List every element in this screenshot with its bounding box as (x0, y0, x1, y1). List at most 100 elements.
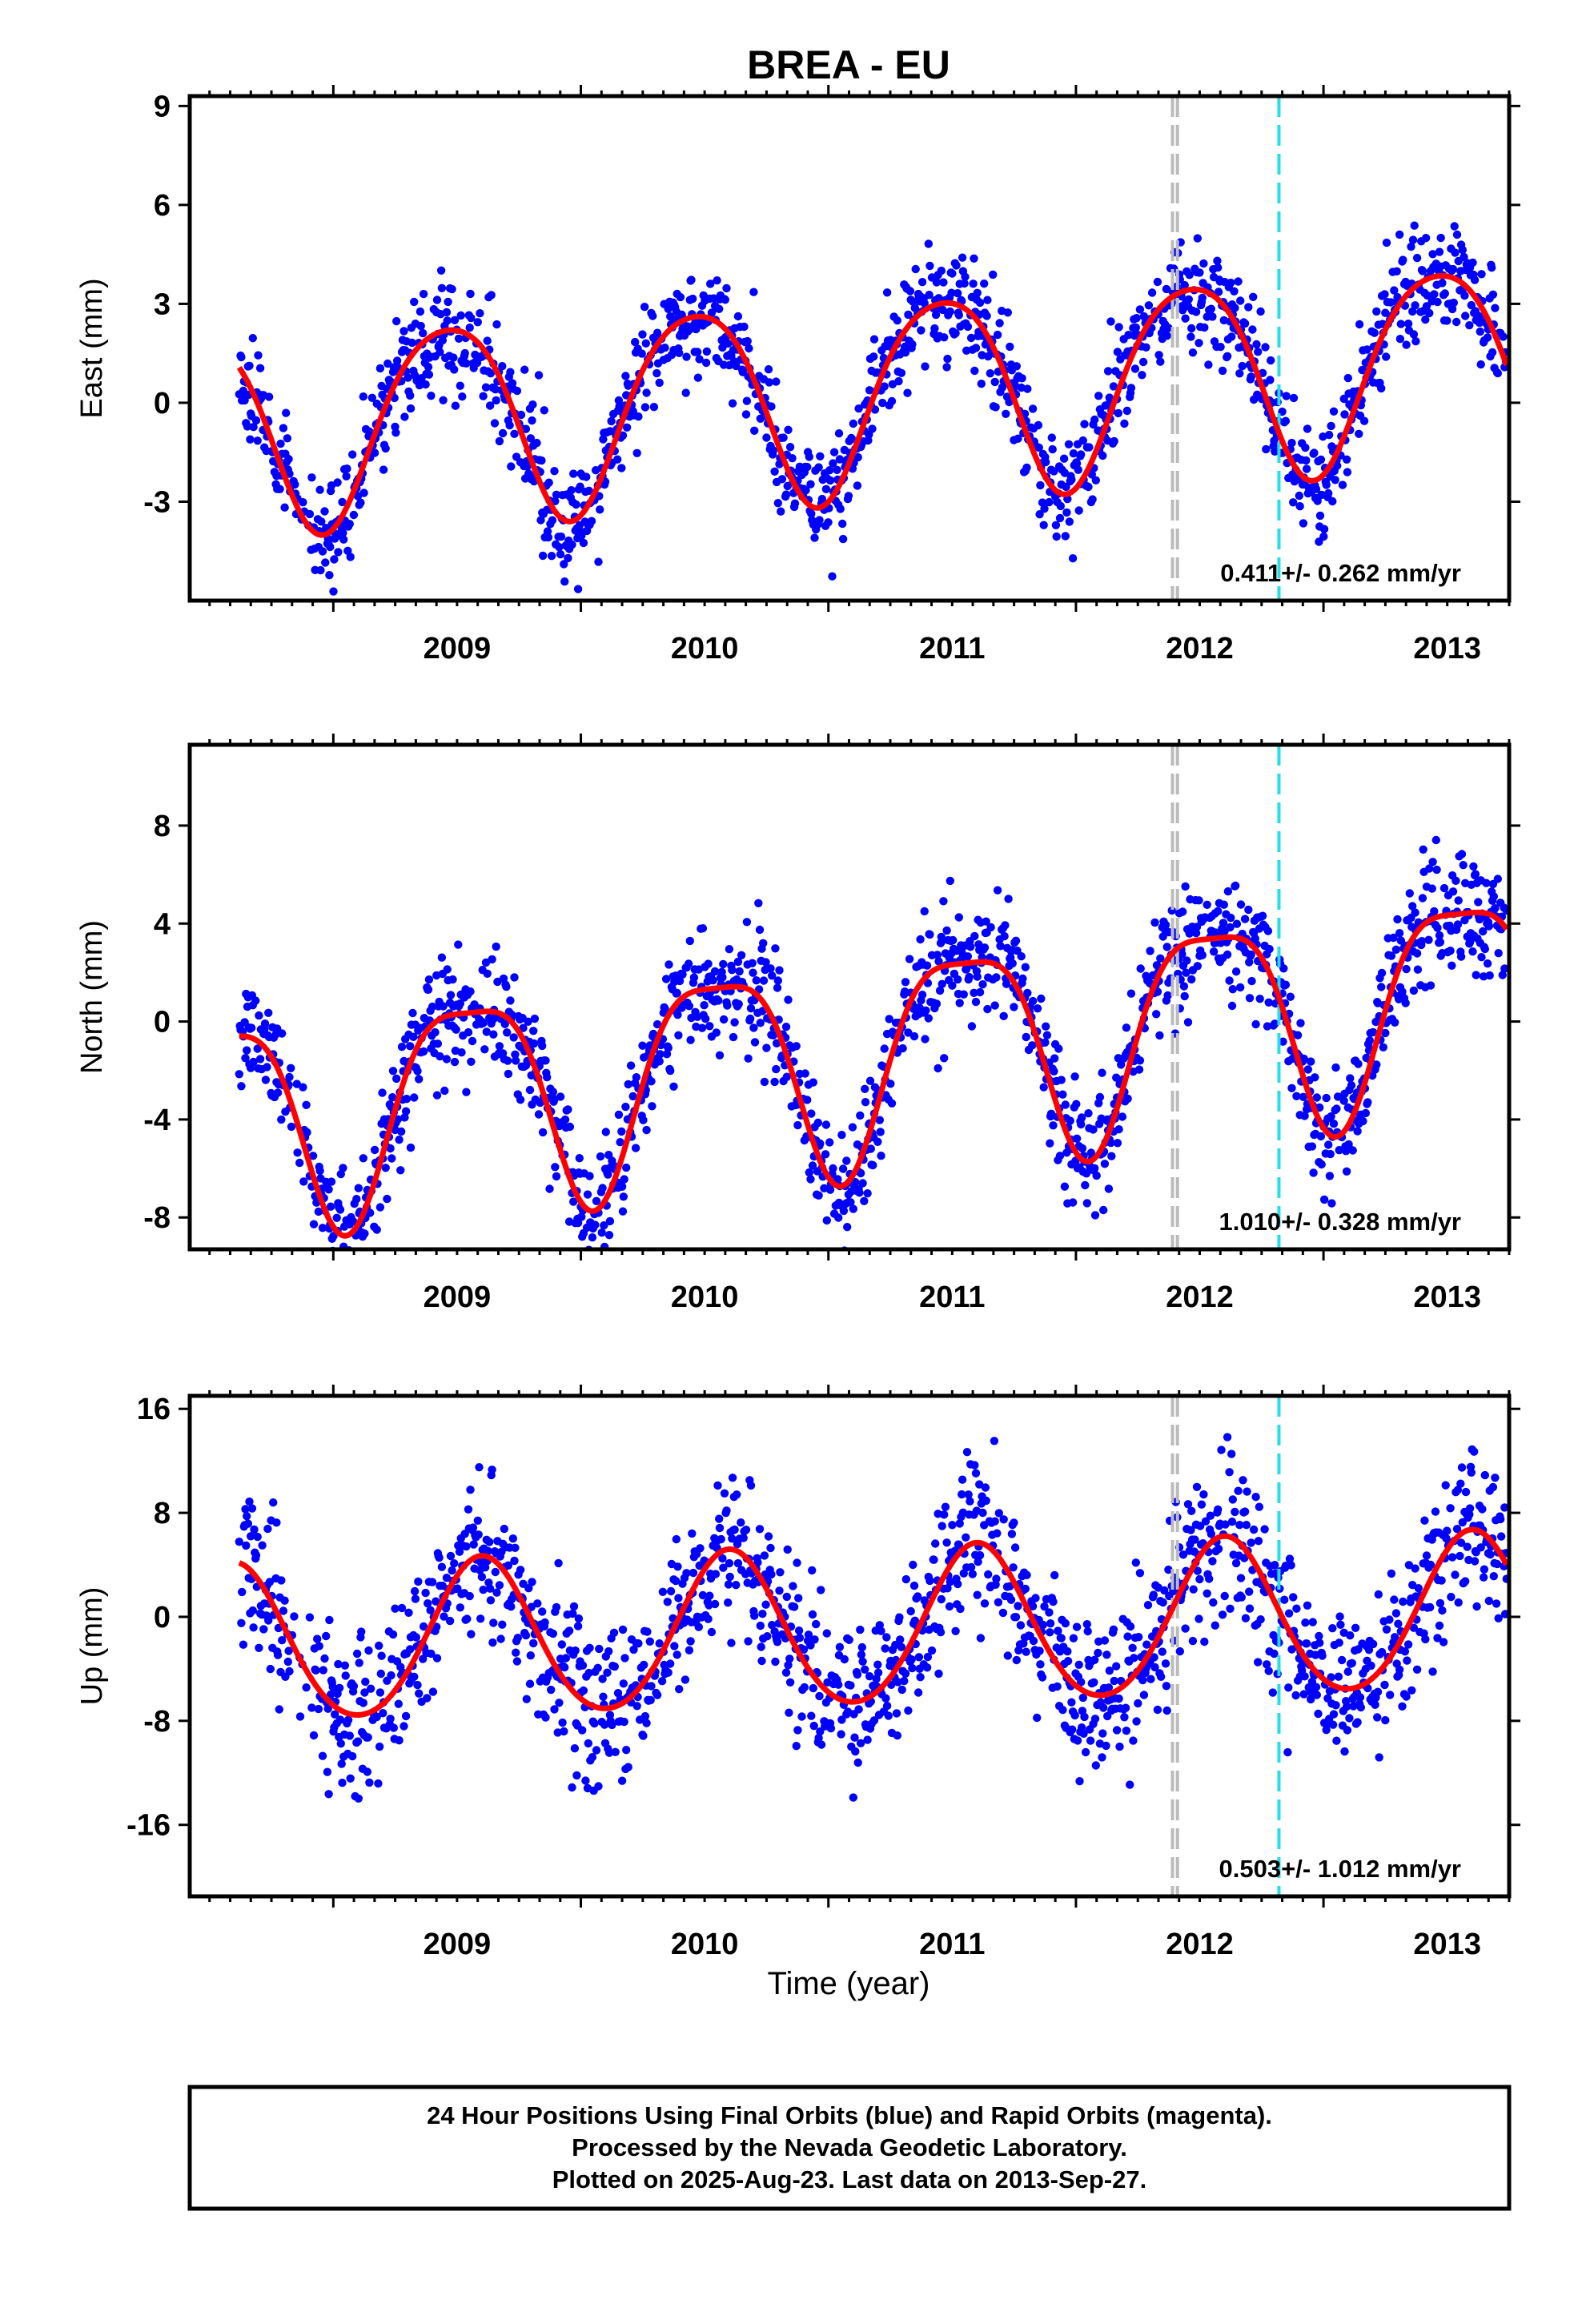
data-point (552, 1172, 561, 1181)
data-point (1121, 1703, 1130, 1712)
data-point (321, 558, 330, 567)
data-point (432, 1622, 441, 1631)
data-point (1098, 1068, 1106, 1077)
data-point (500, 1019, 509, 1029)
data-point (882, 288, 892, 297)
data-point (1207, 304, 1216, 313)
data-point (921, 1006, 930, 1015)
data-point (313, 1634, 322, 1643)
data-point (1377, 1647, 1387, 1657)
data-point (432, 1654, 442, 1663)
data-point (1218, 1610, 1227, 1619)
data-point (1322, 1093, 1331, 1103)
data-point (277, 1576, 286, 1585)
data-point (645, 1637, 654, 1646)
data-point (359, 1699, 367, 1707)
data-point (665, 960, 673, 969)
data-point (1095, 1092, 1105, 1102)
data-point (406, 391, 415, 400)
data-point (1391, 1633, 1399, 1642)
data-point (1303, 1065, 1313, 1074)
data-point (427, 1649, 436, 1659)
y-tick-label: -8 (143, 1201, 171, 1235)
data-point (345, 1731, 354, 1740)
data-point (705, 1591, 714, 1600)
data-point (880, 1044, 889, 1053)
data-point (1152, 1010, 1161, 1019)
data-point (1088, 495, 1097, 504)
data-point (893, 316, 902, 325)
y-tick-label: -3 (143, 485, 171, 519)
data-point (1225, 1468, 1234, 1477)
data-point (1432, 865, 1441, 875)
data-point (1424, 935, 1433, 944)
data-point (1029, 1636, 1038, 1646)
data-point (1082, 1199, 1092, 1208)
data-point (1289, 393, 1299, 403)
data-point (338, 1779, 347, 1787)
data-point (343, 464, 351, 473)
data-point (1381, 1715, 1390, 1725)
data-point (401, 1711, 411, 1721)
data-point (1411, 301, 1419, 310)
data-point (1322, 1726, 1331, 1735)
data-point (1226, 923, 1235, 932)
data-point (1476, 360, 1485, 369)
data-point (604, 1748, 614, 1757)
data-point (1353, 1127, 1362, 1136)
data-point (849, 419, 858, 428)
data-point (320, 1654, 329, 1663)
data-point (1126, 1622, 1135, 1631)
data-point (1301, 443, 1310, 452)
data-point (1317, 1160, 1326, 1169)
data-point (261, 1076, 271, 1084)
data-point (970, 931, 979, 941)
data-point (825, 1138, 834, 1147)
data-point (842, 1156, 851, 1165)
data-point (305, 509, 315, 519)
data-point (861, 1084, 869, 1094)
data-point (1336, 1620, 1345, 1630)
data-point (617, 464, 626, 472)
data-point (346, 553, 355, 561)
data-point (793, 1558, 801, 1567)
data-point (805, 1168, 813, 1177)
data-point (921, 1035, 930, 1043)
data-point (1493, 368, 1503, 378)
data-point (1131, 323, 1141, 332)
data-point (710, 967, 720, 976)
data-point (302, 1683, 311, 1692)
data-point (396, 1166, 405, 1175)
data-point (792, 1742, 801, 1751)
data-point (1409, 330, 1419, 339)
x-tick-label: 2013 (1413, 1281, 1481, 1314)
data-point (1070, 1072, 1079, 1081)
data-point (581, 1776, 590, 1785)
data-point (887, 396, 897, 406)
data-point (283, 1657, 292, 1667)
data-point (359, 1154, 367, 1163)
data-point (578, 1726, 587, 1735)
data-point (954, 289, 962, 298)
data-point (954, 913, 964, 922)
data-point (613, 1689, 623, 1698)
data-point (1346, 1074, 1355, 1083)
data-point (568, 540, 576, 549)
data-point (1480, 1470, 1490, 1480)
data-point (1463, 1542, 1472, 1551)
data-point (1471, 870, 1480, 879)
data-point (242, 1541, 251, 1550)
data-point (769, 1031, 778, 1040)
data-point (905, 287, 915, 296)
plot-area (235, 96, 1509, 601)
data-point (729, 1032, 738, 1042)
data-point (964, 1490, 973, 1499)
data-point (569, 1602, 579, 1611)
data-point (1312, 1093, 1322, 1102)
data-point (295, 1712, 305, 1721)
data-point (733, 1558, 743, 1568)
data-point (1114, 408, 1123, 418)
data-point (1428, 1667, 1437, 1676)
data-point (1221, 1520, 1230, 1529)
data-point (1228, 985, 1238, 994)
